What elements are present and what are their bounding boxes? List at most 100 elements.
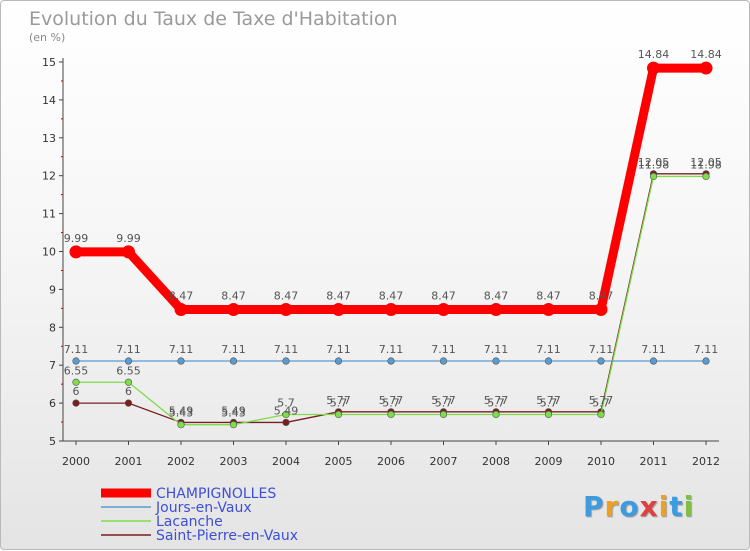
series-point bbox=[124, 357, 133, 365]
series-point bbox=[492, 410, 500, 419]
data-label: 5.43 bbox=[221, 407, 246, 420]
data-label: 7.11 bbox=[589, 343, 614, 356]
series-point bbox=[177, 421, 185, 429]
logo-letter: i bbox=[658, 490, 670, 523]
series-line-0 bbox=[76, 63, 706, 314]
series-point bbox=[72, 378, 80, 386]
data-label: 7.11 bbox=[694, 343, 719, 356]
y-tick-label: 10 bbox=[42, 246, 56, 259]
data-label: 7.11 bbox=[379, 343, 404, 356]
series-point bbox=[174, 302, 188, 316]
x-tick-label: 2006 bbox=[377, 455, 405, 468]
data-label: 7.11 bbox=[326, 343, 351, 356]
series-point bbox=[72, 399, 80, 407]
series-point bbox=[387, 357, 395, 365]
series-point bbox=[597, 410, 605, 419]
logo-letter: x bbox=[639, 490, 659, 523]
series-point bbox=[492, 357, 500, 365]
data-label: 14.84 bbox=[690, 48, 722, 61]
series-point bbox=[702, 357, 710, 365]
y-tick-label: 12 bbox=[42, 170, 56, 183]
series-point bbox=[649, 357, 658, 365]
data-label: 5.7 bbox=[592, 396, 610, 409]
logo-letter: r bbox=[604, 490, 620, 523]
proxiti-logo: Proxiti bbox=[583, 490, 694, 523]
data-label: 7.11 bbox=[274, 343, 299, 356]
y-tick-label: 7 bbox=[49, 359, 56, 372]
x-tick-label: 2001 bbox=[115, 455, 143, 468]
data-label: 8.47 bbox=[379, 289, 404, 302]
series-point bbox=[702, 172, 710, 181]
logo-letter: o bbox=[619, 490, 640, 523]
chart-subtitle: (en %) bbox=[29, 31, 65, 44]
chart-title: Evolution du Taux de Taxe d'Habitation bbox=[29, 8, 398, 30]
series-point bbox=[387, 410, 395, 419]
y-tick-label: 9 bbox=[49, 283, 56, 296]
x-tick-label: 2004 bbox=[272, 455, 300, 468]
series-point bbox=[279, 302, 293, 316]
x-tick-label: 2000 bbox=[62, 455, 90, 468]
axes: 5 6 7 8 9 10 11 12 13 14 15 2000 2001 2002 2003 2004 200… bbox=[42, 56, 720, 468]
data-label: 5.77 bbox=[589, 394, 614, 407]
data-label: 8.47 bbox=[536, 289, 561, 302]
logo-letter: P bbox=[583, 490, 605, 523]
data-label: 7.11 bbox=[221, 343, 246, 356]
data-label: 12.05 bbox=[638, 156, 670, 169]
data-label: 8.47 bbox=[274, 289, 299, 302]
series-point bbox=[437, 302, 450, 316]
data-label: 7.11 bbox=[169, 343, 194, 356]
series-point bbox=[332, 302, 345, 316]
data-label: 5.77 bbox=[536, 394, 561, 407]
data-label: 14.84 bbox=[638, 48, 670, 61]
data-label: 12.05 bbox=[690, 156, 722, 169]
series-point bbox=[384, 302, 398, 316]
series-point bbox=[229, 421, 238, 429]
data-label: 11.98 bbox=[638, 158, 670, 171]
y-tick-label: 11 bbox=[42, 208, 56, 221]
data-label: 9.99 bbox=[64, 232, 89, 245]
series-point bbox=[544, 410, 553, 419]
data-label: 5.77 bbox=[326, 394, 351, 407]
data-label: 8.47 bbox=[431, 289, 456, 302]
series-point bbox=[597, 357, 605, 365]
legend: CHAMPIGNOLLESJours-en-VauxLacancheSaint-… bbox=[101, 486, 298, 544]
data-label: 8.47 bbox=[484, 289, 509, 302]
data-label: 6.55 bbox=[64, 364, 89, 377]
data-label: 5.49 bbox=[274, 404, 299, 417]
data-label: 5.43 bbox=[169, 407, 194, 420]
data-label: 5.7 bbox=[330, 396, 348, 409]
data-label: 6 bbox=[73, 385, 80, 398]
series-point bbox=[439, 410, 448, 419]
data-label: 8.47 bbox=[326, 289, 351, 302]
series-point bbox=[177, 357, 185, 365]
series-point bbox=[282, 357, 290, 365]
x-tick-label: 2002 bbox=[167, 455, 195, 468]
x-tick-label: 2007 bbox=[430, 455, 458, 468]
series-point bbox=[124, 378, 133, 386]
data-label: 5.49 bbox=[169, 404, 194, 417]
series-point bbox=[334, 357, 343, 365]
series-point bbox=[124, 399, 133, 407]
data-label: 7.11 bbox=[116, 343, 141, 356]
series-point bbox=[229, 357, 238, 365]
x-tick-label: 2012 bbox=[692, 455, 720, 468]
data-label: 5.77 bbox=[431, 394, 456, 407]
x-tick-label: 2008 bbox=[482, 455, 510, 468]
series-point bbox=[122, 245, 135, 259]
series-point bbox=[594, 302, 608, 316]
data-label: 5.7 bbox=[540, 396, 558, 409]
series-point bbox=[227, 302, 240, 316]
data-label: 5.49 bbox=[221, 404, 246, 417]
data-label: 5.7 bbox=[382, 396, 400, 409]
series-point bbox=[72, 357, 80, 365]
series-layer bbox=[69, 61, 713, 429]
data-label: 5.77 bbox=[379, 394, 404, 407]
y-tick-label: 8 bbox=[49, 321, 56, 334]
series-point bbox=[69, 245, 83, 259]
data-label: 5.7 bbox=[277, 396, 295, 409]
legend-label: CHAMPIGNOLLES bbox=[156, 486, 276, 502]
series-point bbox=[647, 61, 660, 75]
data-labels-layer: 9.99 9.99 8.47 8.47 8.47 8.47 8.47 8.47 8.47 8.47… bbox=[64, 48, 722, 420]
